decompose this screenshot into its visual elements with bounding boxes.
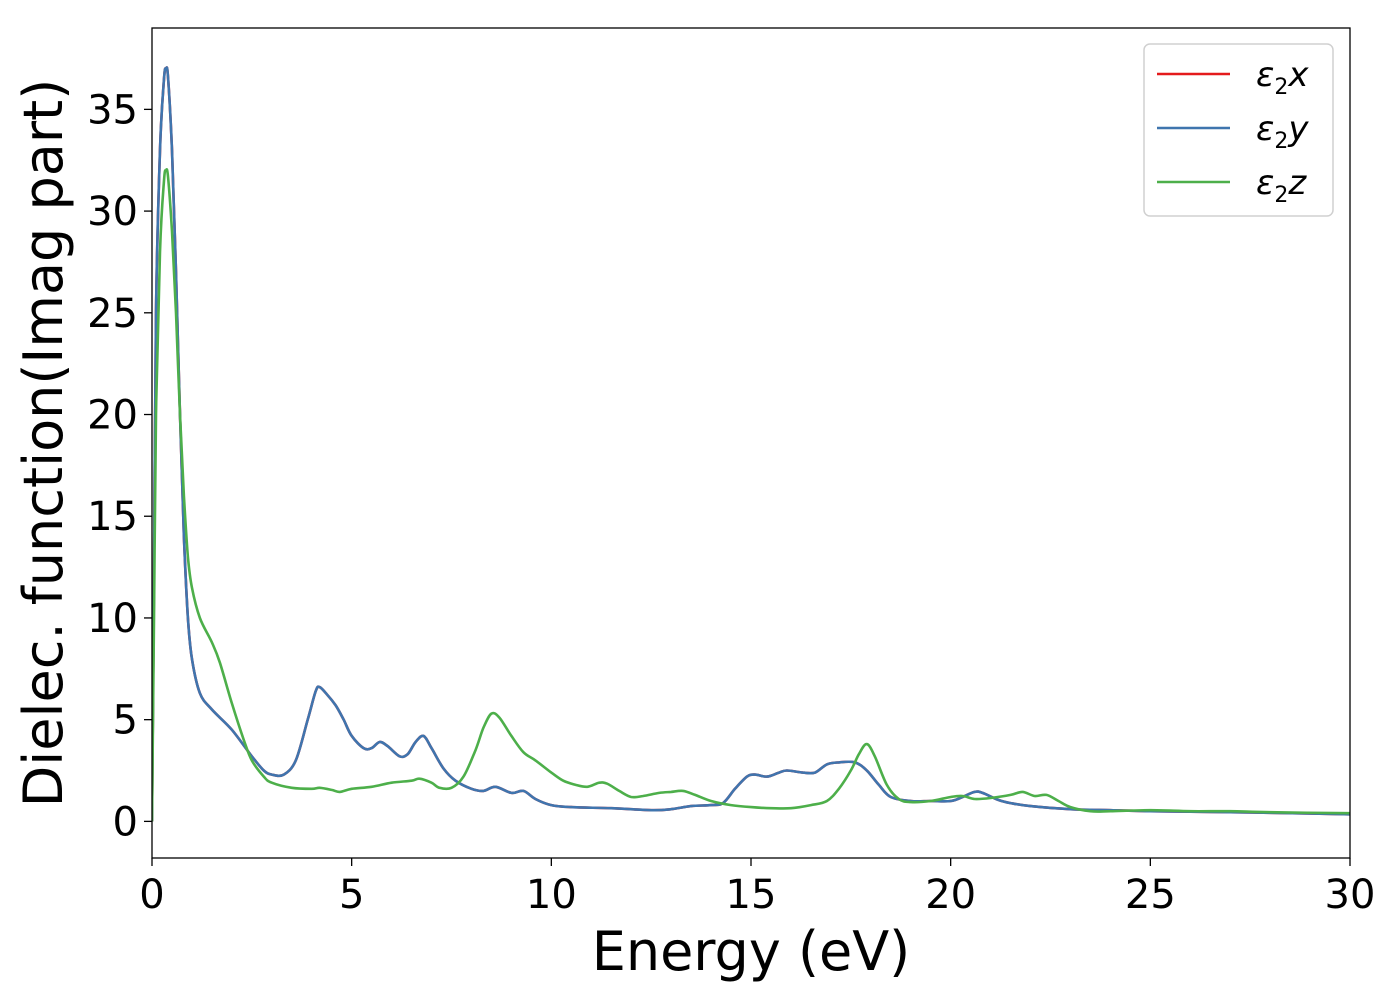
x-tick-label: 10	[526, 872, 577, 918]
x-tick-label: 25	[1125, 872, 1176, 918]
y-tick-label: 35	[87, 87, 138, 133]
x-axis: 0 5 10 15 20 25 30	[139, 858, 1375, 918]
y-axis-title: Dielec. function(Imag part)	[12, 79, 75, 808]
series-line-z	[152, 168, 1350, 822]
series-layer	[152, 66, 1350, 822]
y-axis: 0 5 10 15 20 25 30 35	[87, 87, 152, 845]
x-tick-label: 0	[139, 872, 164, 918]
y-tick-label: 30	[87, 189, 138, 235]
x-tick-label: 30	[1325, 872, 1376, 918]
y-tick-label: 5	[113, 698, 138, 744]
x-tick-label: 5	[339, 872, 364, 918]
legend-label-x: ε2x	[1256, 55, 1309, 100]
x-tick-label: 20	[925, 872, 976, 918]
legend-box	[1143, 43, 1334, 217]
y-tick-label: 10	[87, 596, 138, 642]
x-tick-label: 15	[726, 872, 777, 918]
legend-label-y: ε2y	[1256, 109, 1309, 154]
y-tick-label: 25	[87, 291, 138, 337]
y-tick-label: 0	[113, 799, 138, 845]
y-tick-label: 15	[87, 494, 138, 540]
y-tick-label: 20	[87, 393, 138, 439]
legend: ε2x ε2y ε2z	[1143, 43, 1334, 217]
x-axis-title: Energy (eV)	[592, 920, 911, 983]
legend-label-z: ε2z	[1256, 163, 1307, 208]
